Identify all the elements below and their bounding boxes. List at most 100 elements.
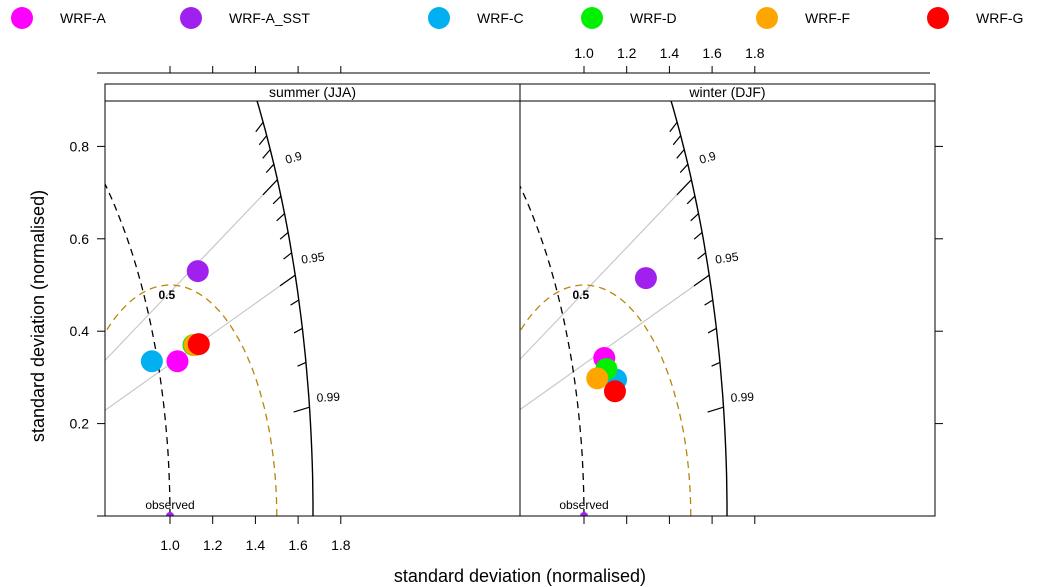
legend-marker-wrf-c (428, 7, 450, 29)
x-tick-label-top: 1.6 (702, 45, 722, 61)
arc-tick (672, 135, 682, 146)
outer-arc (670, 101, 728, 516)
arc-tick (293, 406, 310, 413)
y-tick-label: 0.2 (70, 416, 90, 432)
outer-arc (256, 101, 314, 516)
observed-point (580, 512, 588, 516)
correlation-label: 0.95 (300, 250, 325, 267)
correlation-label: 0.95 (714, 250, 739, 267)
x-axis-title: standard deviation (normalised) (394, 566, 646, 586)
x-tick-label-top: 1.0 (574, 45, 594, 61)
correlation-label: 0.9 (698, 149, 718, 167)
arc-tick (276, 213, 285, 222)
y-tick-label: 0.4 (70, 323, 90, 339)
panel-plot-area: 0.9 0.95 0.99 0.5 observed (520, 101, 755, 516)
panel-1: summer (JJA) 0.9 0.95 0.99 0.5 observed (97, 83, 521, 517)
arc-tick (265, 163, 275, 174)
correlation-line-0.9 (520, 179, 692, 361)
arc-tick (704, 299, 714, 306)
correlation-line-0.95 (105, 274, 296, 412)
rms-circle (105, 284, 278, 516)
data-point-wrf-c (140, 350, 163, 373)
legend-item-wrf-g: WRF-G (927, 7, 1023, 29)
correlation-line-0.9 (105, 179, 278, 362)
legend-item-wrf-c: WRF-C (428, 7, 524, 29)
correlation-line-0.95 (520, 274, 710, 411)
arc-tick (262, 179, 278, 196)
x-tick-label-bottom: 1.4 (246, 537, 266, 553)
x-tick-label-bottom: 1.2 (203, 537, 223, 553)
arc-tick (707, 327, 717, 334)
legend-marker-wrf-f (756, 7, 778, 29)
observed-label: observed (145, 498, 194, 512)
legend-marker-wrf-a (11, 7, 33, 29)
legend-item-wrf-a-sst: WRF-A_SST (180, 7, 310, 29)
arc-tick (686, 195, 696, 205)
arc-tick (669, 121, 678, 133)
arc-tick (711, 361, 721, 367)
arc-tick (676, 149, 685, 159)
arc-tick (279, 231, 289, 240)
arc-tick (690, 213, 699, 222)
x-tick-label-top: 1.4 (660, 45, 680, 61)
arc-tick (676, 179, 692, 196)
bottom-x-axis: 1.0 1.2 1.4 1.6 1.8 (97, 515, 930, 553)
top-x-axis: 1.0 1.2 1.4 1.6 1.8 (97, 45, 930, 74)
arc-tick (679, 163, 689, 174)
observed-arc (105, 182, 171, 516)
legend: WRF-A WRF-A_SST WRF-C WRF-D WRF-F WRF-G (11, 7, 1023, 29)
legend-item-wrf-d: WRF-D (581, 7, 677, 29)
rms-circle (520, 284, 692, 516)
x-tick-label-top: 1.8 (745, 45, 765, 61)
legend-label-wrf-f: WRF-F (805, 10, 850, 26)
legend-label-wrf-a: WRF-A (60, 10, 107, 26)
left-y-axis: 0.2 0.4 0.6 0.8 (70, 138, 90, 431)
y-tick-label: 0.6 (70, 231, 90, 247)
observed-point (166, 512, 174, 516)
data-point-wrf-a-sst (634, 267, 657, 290)
panel-title: winter (DJF) (688, 84, 765, 100)
legend-label-wrf-g: WRF-G (976, 10, 1023, 26)
rms-label: 0.5 (572, 288, 589, 302)
panel-2: winter (DJF) 0.9 0.95 0.99 0.5 observed (519, 83, 943, 517)
data-point-wrf-a (166, 350, 189, 373)
data-point-wrf-f (586, 367, 609, 390)
data-point-wrf-g (603, 380, 626, 403)
panels: summer (JJA)0.90.950.990.5observedwinter… (97, 83, 943, 517)
arc-tick (297, 361, 307, 367)
arc-tick (290, 299, 300, 306)
arc-tick (272, 195, 282, 205)
x-tick-label-bottom: 1.0 (160, 537, 180, 553)
correlation-label: 0.99 (316, 390, 340, 405)
x-tick-label-bottom: 1.6 (288, 537, 308, 553)
arc-tick (283, 252, 293, 260)
arc-tick (693, 231, 703, 240)
arc-tick (293, 327, 303, 334)
y-tick-label: 0.8 (70, 138, 90, 154)
y-axis-title: standard deviation (normalised) (28, 190, 48, 442)
arc-tick (262, 149, 271, 159)
x-tick-label-top: 1.2 (617, 45, 637, 61)
rms-label: 0.5 (158, 288, 175, 302)
correlation-label: 0.9 (284, 149, 304, 167)
x-tick-label-bottom: 1.8 (331, 537, 351, 553)
arc-tick (697, 252, 707, 260)
data-point-wrf-g (187, 333, 210, 356)
panel-plot-area: 0.9 0.95 0.99 0.5 observed (105, 101, 341, 516)
arc-tick (693, 274, 710, 287)
legend-label-wrf-a-sst: WRF-A_SST (229, 10, 310, 26)
legend-label-wrf-d: WRF-D (630, 10, 677, 26)
observed-label: observed (559, 498, 608, 512)
correlation-label: 0.99 (730, 390, 754, 405)
legend-label-wrf-c: WRF-C (477, 10, 524, 26)
data-point-wrf-a-sst (186, 260, 209, 283)
legend-item-wrf-f: WRF-F (756, 7, 850, 29)
legend-marker-wrf-d (581, 7, 603, 29)
arc-tick (707, 406, 724, 413)
panel-title: summer (JJA) (269, 84, 356, 100)
panel-strip: winter (DJF) (519, 83, 936, 102)
panel-strip: summer (JJA) (104, 83, 521, 102)
arc-tick (258, 135, 268, 146)
arc-tick (255, 121, 264, 133)
